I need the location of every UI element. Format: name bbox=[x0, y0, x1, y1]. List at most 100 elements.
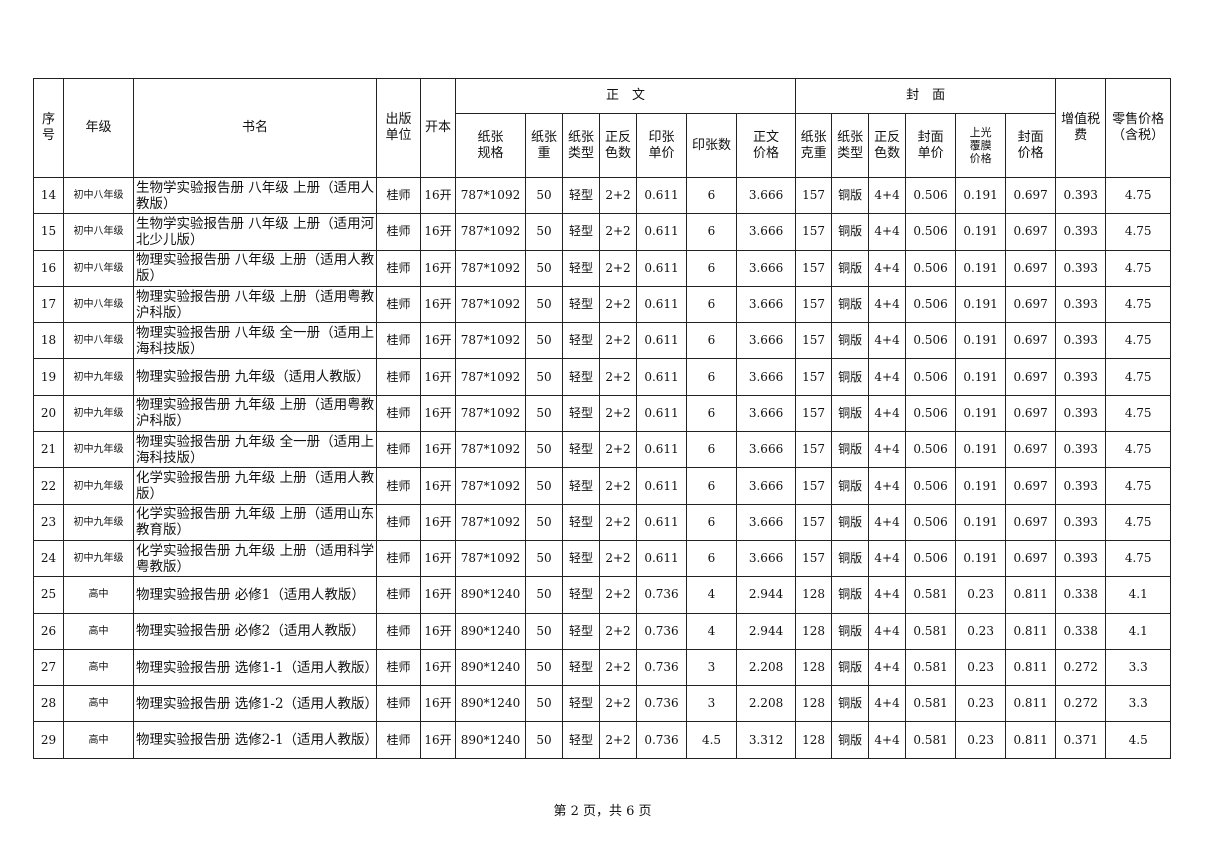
cell-cover-paper-weight: 128 bbox=[795, 576, 833, 614]
cell-cover-unit-price: 0.506 bbox=[905, 431, 957, 469]
cell-cover-price: 0.697 bbox=[1005, 467, 1057, 505]
cell-paper-spec: 890*1240 bbox=[455, 612, 526, 650]
cell-cover-unit-price: 0.506 bbox=[905, 285, 957, 324]
cell-grade: 初中九年级 bbox=[63, 503, 134, 541]
cell-cover-price: 0.697 bbox=[1005, 213, 1057, 251]
cell-sheet-count: 6 bbox=[686, 503, 737, 541]
cell-cover-paper-weight: 157 bbox=[795, 431, 833, 469]
header-publisher: 出版单位 bbox=[376, 78, 421, 178]
cell-cover-unit-price: 0.506 bbox=[905, 176, 957, 215]
cell-paper-spec: 787*1092 bbox=[455, 467, 526, 505]
cell-cover-paper-weight: 157 bbox=[795, 394, 833, 433]
cell-lamination-price: 0.191 bbox=[955, 539, 1007, 578]
cell-retail-price: 3.3 bbox=[1105, 648, 1172, 687]
cell-cover-price: 0.811 bbox=[1005, 721, 1057, 759]
cell-seq: 17 bbox=[33, 285, 64, 324]
cell-lamination-price: 0.23 bbox=[955, 612, 1007, 650]
header-cover-unit-price: 封面单价 bbox=[905, 113, 957, 178]
cell-body-price: 3.666 bbox=[735, 213, 797, 251]
cell-vat: 0.393 bbox=[1055, 503, 1107, 541]
cell-cover-unit-price: 0.581 bbox=[905, 612, 957, 650]
cell-lamination-price: 0.23 bbox=[955, 721, 1007, 759]
cell-paper-weight: 50 bbox=[525, 213, 563, 251]
cell-seq: 28 bbox=[33, 685, 64, 723]
cell-vat: 0.393 bbox=[1055, 176, 1107, 215]
header-paper-type: 纸张类型 bbox=[562, 113, 600, 178]
cell-paper-type: 轻型 bbox=[562, 394, 600, 433]
cell-cover-price: 0.697 bbox=[1005, 539, 1057, 578]
cell-body-price: 3.666 bbox=[735, 431, 797, 469]
cell-grade: 初中八年级 bbox=[63, 285, 134, 324]
cell-paper-weight: 50 bbox=[525, 358, 563, 396]
cell-grade: 初中九年级 bbox=[63, 358, 134, 396]
cell-grade: 高中 bbox=[63, 612, 134, 650]
cell-body-price: 3.666 bbox=[735, 358, 797, 396]
cell-cover-paper-weight: 128 bbox=[795, 721, 833, 759]
cell-cover-colors: 4+4 bbox=[868, 503, 907, 541]
cell-paper-type: 轻型 bbox=[562, 576, 600, 614]
cell-publisher: 桂师 bbox=[376, 176, 421, 215]
cell-seq: 25 bbox=[33, 576, 64, 614]
cell-publisher: 桂师 bbox=[376, 539, 421, 578]
cell-title: 物理实验报告册 九年级（适用人教版） bbox=[133, 358, 377, 396]
cell-body-price: 2.944 bbox=[735, 576, 797, 614]
cell-paper-spec: 787*1092 bbox=[455, 358, 526, 396]
cell-title: 物理实验报告册 八年级 上册（适用人教版） bbox=[133, 249, 377, 287]
cell-seq: 18 bbox=[33, 322, 64, 360]
cell-paper-spec: 890*1240 bbox=[455, 721, 526, 759]
cell-retail-price: 4.5 bbox=[1105, 721, 1172, 759]
cell-format: 16开 bbox=[420, 539, 456, 578]
cell-cover-price: 0.811 bbox=[1005, 648, 1057, 687]
header-cover-colors: 正反色数 bbox=[868, 113, 907, 178]
cell-grade: 高中 bbox=[63, 576, 134, 614]
cell-cover-paper-type: 铜版 bbox=[831, 213, 870, 251]
cell-grade: 初中八年级 bbox=[63, 249, 134, 287]
table-body: 14 初中八年级 生物学实验报告册 八年级 上册（适用人教版） 桂师 16开 787*10… bbox=[33, 176, 1172, 759]
header-vat: 增值税费 bbox=[1055, 78, 1107, 178]
cell-cover-colors: 4+4 bbox=[868, 576, 907, 614]
cell-cover-paper-type: 铜版 bbox=[831, 394, 870, 433]
cell-paper-spec: 787*1092 bbox=[455, 249, 526, 287]
cell-retail-price: 4.75 bbox=[1105, 539, 1172, 578]
cell-lamination-price: 0.191 bbox=[955, 176, 1007, 215]
cell-sheet-count: 6 bbox=[686, 322, 737, 360]
header-paper-weight: 纸张重 bbox=[525, 113, 563, 178]
cell-paper-spec: 787*1092 bbox=[455, 213, 526, 251]
cell-sheet-count: 4 bbox=[686, 612, 737, 650]
cell-cover-unit-price: 0.581 bbox=[905, 685, 957, 723]
cell-colors: 2+2 bbox=[599, 431, 637, 469]
cell-format: 16开 bbox=[420, 394, 456, 433]
cell-cover-colors: 4+4 bbox=[868, 394, 907, 433]
cell-sheet-price: 0.611 bbox=[636, 503, 687, 541]
cell-title: 化学实验报告册 九年级 上册（适用山东教育版） bbox=[133, 503, 377, 541]
cell-cover-price: 0.697 bbox=[1005, 285, 1057, 324]
cell-colors: 2+2 bbox=[599, 648, 637, 687]
cell-paper-weight: 50 bbox=[525, 576, 563, 614]
cell-paper-weight: 50 bbox=[525, 648, 563, 687]
cell-format: 16开 bbox=[420, 648, 456, 687]
table-row: 16 初中八年级 物理实验报告册 八年级 上册（适用人教版） 桂师 16开 787*109… bbox=[33, 249, 1172, 287]
cell-retail-price: 3.3 bbox=[1105, 685, 1172, 723]
cell-format: 16开 bbox=[420, 431, 456, 469]
cell-title: 物理实验报告册 九年级 上册（适用粤教沪科版） bbox=[133, 394, 377, 433]
cell-title: 物理实验报告册 必修2（适用人教版） bbox=[133, 612, 377, 650]
table-row: 18 初中八年级 物理实验报告册 八年级 全一册（适用上海科技版） 桂师 16开 787*… bbox=[33, 322, 1172, 360]
header-sheet-price: 印张单价 bbox=[636, 113, 687, 178]
cell-cover-paper-weight: 128 bbox=[795, 612, 833, 650]
cell-vat: 0.393 bbox=[1055, 322, 1107, 360]
cell-sheet-price: 0.736 bbox=[636, 648, 687, 687]
cell-vat: 0.393 bbox=[1055, 467, 1107, 505]
cell-publisher: 桂师 bbox=[376, 213, 421, 251]
cell-paper-type: 轻型 bbox=[562, 503, 600, 541]
cell-title: 化学实验报告册 九年级 上册（适用科学粤教版） bbox=[133, 539, 377, 578]
cell-paper-weight: 50 bbox=[525, 539, 563, 578]
cell-cover-unit-price: 0.506 bbox=[905, 213, 957, 251]
table-row: 28 高中 物理实验报告册 选修1-2（适用人教版） 桂师 16开 890*1240 50 轻… bbox=[33, 685, 1172, 723]
cell-paper-type: 轻型 bbox=[562, 721, 600, 759]
page-footer: 第 2 页，共 6 页 bbox=[553, 804, 652, 819]
cell-format: 16开 bbox=[420, 721, 456, 759]
price-table: 序号 年级 书名 出版单位 开本 正 文 封 面 增值税费 零售价格（含税） 纸… bbox=[33, 78, 1172, 759]
cell-lamination-price: 0.23 bbox=[955, 648, 1007, 687]
cell-paper-spec: 890*1240 bbox=[455, 648, 526, 687]
cell-colors: 2+2 bbox=[599, 394, 637, 433]
